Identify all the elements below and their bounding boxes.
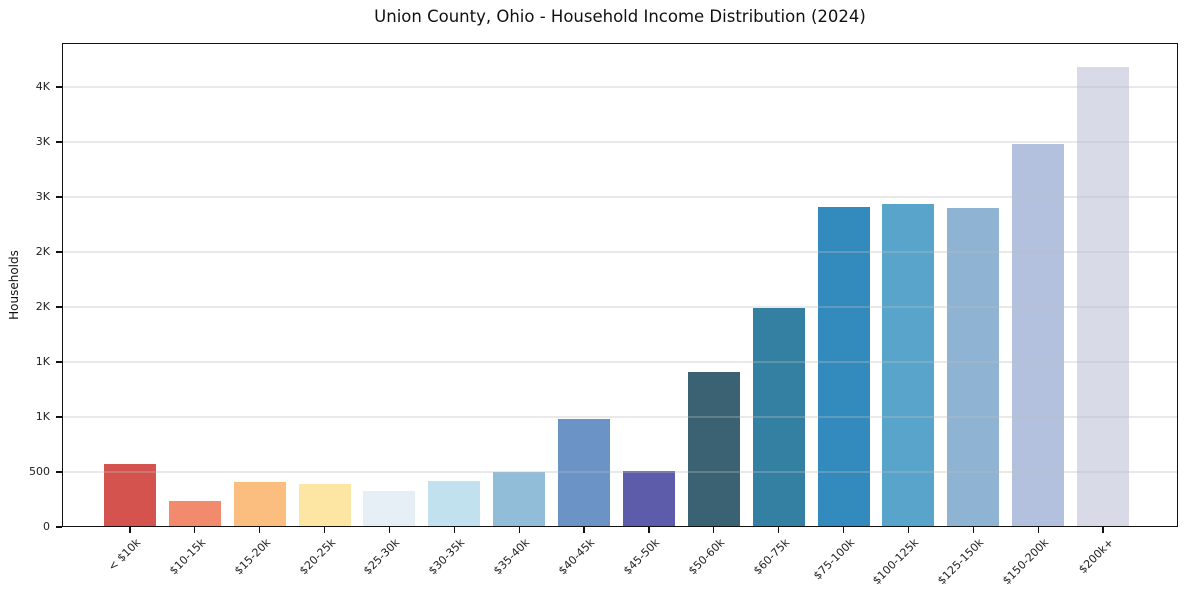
y-tick-mark xyxy=(56,251,62,253)
x-tick-mark xyxy=(388,527,391,533)
x-tick-mark xyxy=(1102,527,1104,533)
y-tick-label: 1K xyxy=(35,355,50,368)
gridline xyxy=(62,361,1178,363)
x-axis: < $10k $10-15k $15-20k $20-25k $25-30k $30-35… xyxy=(62,527,1178,590)
bar-1 xyxy=(104,463,156,527)
bar-13 xyxy=(882,203,935,527)
y-tick-label: 2K xyxy=(35,245,50,258)
plot-area xyxy=(62,43,1178,527)
bar-10 xyxy=(687,371,740,527)
x-tick-mark xyxy=(842,527,845,533)
x-tick-mark xyxy=(129,527,131,533)
bar-11 xyxy=(752,308,805,527)
bar-8 xyxy=(558,419,611,527)
bar-2 xyxy=(168,500,221,527)
bar-14 xyxy=(947,208,1000,527)
x-tick-mark xyxy=(1037,527,1039,533)
gridline xyxy=(62,306,1178,308)
gridline xyxy=(62,196,1178,198)
x-tick-mark xyxy=(778,527,780,533)
y-tick-label: 3K xyxy=(35,135,50,148)
y-tick-label: 2K xyxy=(35,300,50,313)
y-tick-label: 4K xyxy=(35,80,50,93)
gridline xyxy=(62,141,1178,143)
bar-3 xyxy=(233,482,286,527)
gridline xyxy=(62,251,1178,253)
bar-16 xyxy=(1077,66,1129,527)
y-tick-mark xyxy=(56,86,62,88)
bar-6 xyxy=(428,480,481,527)
x-tick-mark xyxy=(453,527,455,533)
y-tick-label: 500 xyxy=(29,465,50,478)
gridline xyxy=(62,416,1178,418)
bar-4 xyxy=(298,483,351,527)
chart-title: Union County, Ohio - Household Income Di… xyxy=(374,7,866,26)
x-tick-mark xyxy=(972,527,974,533)
y-tick-label: 3K xyxy=(35,190,50,203)
y-tick-mark xyxy=(56,306,62,308)
x-tick-mark xyxy=(324,527,326,533)
y-tick-mark xyxy=(56,416,62,418)
x-tick-mark xyxy=(648,527,650,533)
x-tick-mark xyxy=(713,527,715,533)
x-tick-mark xyxy=(907,527,909,533)
bar-12 xyxy=(817,206,870,527)
y-tick-mark xyxy=(56,196,62,198)
x-tick-mark xyxy=(194,527,196,533)
y-axis: 0 500 1K 1K 2K 2K 3K 3K 4K xyxy=(0,43,62,533)
y-tick-mark xyxy=(56,471,62,473)
x-tick-mark xyxy=(518,527,520,533)
plot-frame xyxy=(62,43,1178,527)
x-tick-mark xyxy=(259,527,261,533)
x-tick-mark xyxy=(583,527,585,533)
y-tick-label: 0 xyxy=(43,520,50,533)
y-tick-mark xyxy=(56,141,62,143)
bar-7 xyxy=(493,472,546,527)
y-tick-label: 1K xyxy=(35,410,50,423)
bar-5 xyxy=(363,490,416,527)
gridline xyxy=(62,471,1178,473)
gridline xyxy=(62,86,1178,88)
bar-9 xyxy=(622,470,675,527)
y-tick-mark xyxy=(56,361,62,363)
x-tick-label: < $10k xyxy=(105,536,144,574)
y-tick-mark xyxy=(56,526,62,528)
bar-15 xyxy=(1012,144,1065,527)
